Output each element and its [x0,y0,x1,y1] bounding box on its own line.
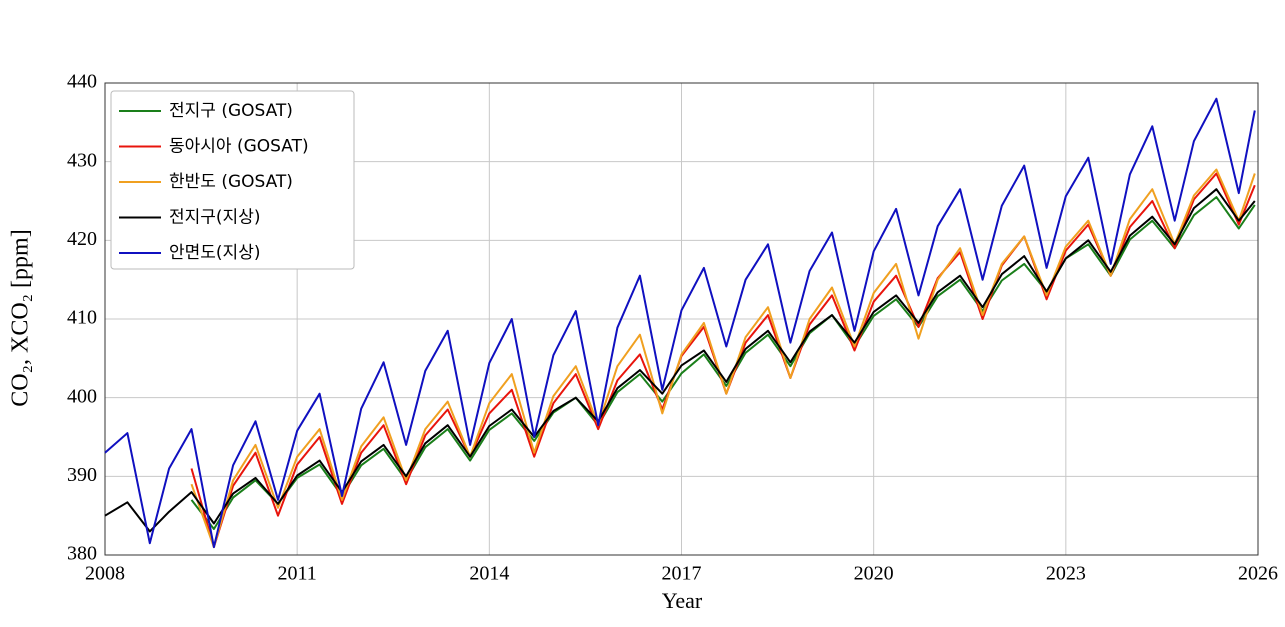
legend-label: 한반도 (GOSAT) [169,172,293,192]
legend-label: 전지구 (GOSAT) [169,101,293,121]
series-line [190,168,1256,549]
x-tick-label: 2026 [1238,563,1278,585]
legend-label: 동아시아 (GOSAT) [169,137,309,157]
x-tick-label: 2017 [662,563,702,585]
series-line [104,97,1256,549]
y-tick-label: 430 [67,149,97,171]
x-tick-label: 2020 [854,563,894,585]
plot-frame [104,82,1259,556]
x-tick-label: 2011 [278,563,317,585]
y-tick-label: 440 [67,71,97,93]
x-tick-label: 2023 [1046,563,1086,585]
legend-label: 안면도(지상) [169,243,260,263]
y-tick-label: 380 [67,543,97,565]
x-axis-label: Year [662,588,703,613]
series-line [190,196,1256,530]
y-tick-label: 420 [67,228,97,250]
legend-label: 전지구(지상) [169,208,260,228]
y-tick-label: 410 [67,307,97,329]
y-axis-label: CO₂, XCO₂ [ppm] [8,229,34,406]
series-line [104,188,1256,533]
x-tick-label: 2008 [85,563,125,585]
x-tick-label: 2014 [469,563,509,585]
y-tick-label: 400 [67,385,97,407]
y-tick-label: 390 [67,464,97,486]
legend-box [110,90,355,270]
